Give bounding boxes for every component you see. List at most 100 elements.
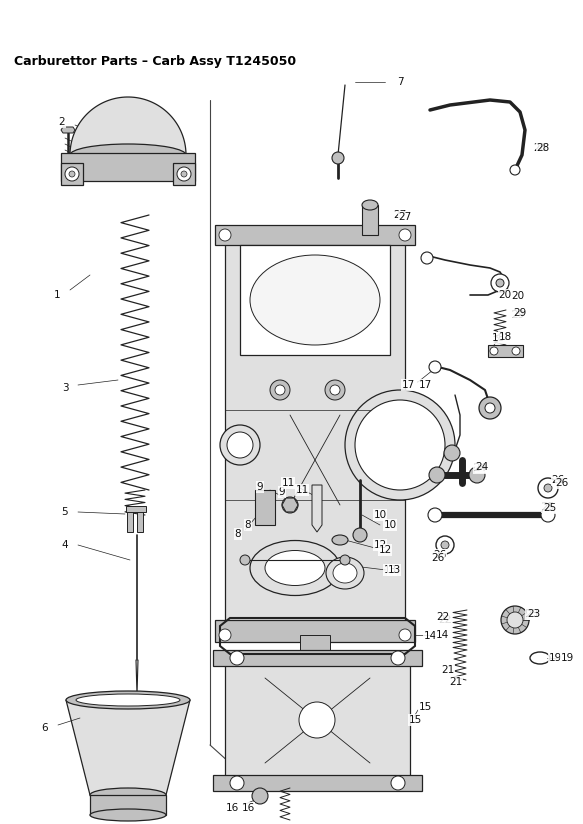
Circle shape — [491, 274, 509, 292]
Circle shape — [490, 347, 498, 355]
Circle shape — [485, 403, 495, 413]
Text: 10: 10 — [384, 520, 396, 530]
Text: 29: 29 — [511, 310, 525, 320]
Circle shape — [469, 467, 485, 483]
Circle shape — [391, 776, 405, 790]
Bar — [173, 163, 195, 185]
Text: 15: 15 — [419, 702, 431, 712]
Circle shape — [230, 776, 244, 790]
Text: 17: 17 — [401, 380, 415, 390]
Circle shape — [421, 252, 433, 264]
Bar — [255, 490, 275, 525]
Text: 13: 13 — [384, 565, 396, 575]
Text: 18: 18 — [498, 332, 512, 342]
Circle shape — [507, 612, 523, 628]
Bar — [61, 153, 195, 181]
Circle shape — [479, 397, 501, 419]
Bar — [90, 795, 166, 815]
Text: 22: 22 — [436, 612, 449, 622]
Bar — [215, 620, 415, 642]
Text: 14: 14 — [436, 630, 449, 640]
Text: 16: 16 — [241, 803, 255, 813]
Text: 25: 25 — [543, 503, 557, 513]
Text: 19: 19 — [549, 653, 561, 663]
Circle shape — [230, 651, 244, 665]
Bar — [215, 225, 415, 245]
Circle shape — [181, 171, 187, 177]
Polygon shape — [66, 700, 190, 795]
Bar — [362, 205, 378, 235]
Text: 29: 29 — [514, 308, 526, 318]
Circle shape — [325, 380, 345, 400]
Text: 21: 21 — [449, 677, 463, 687]
Circle shape — [282, 497, 298, 513]
Text: 22: 22 — [438, 615, 452, 625]
Text: 8: 8 — [235, 529, 241, 539]
Bar — [61, 163, 83, 185]
Circle shape — [496, 279, 504, 287]
Text: 12: 12 — [378, 545, 392, 555]
Text: 18: 18 — [491, 333, 505, 343]
Ellipse shape — [90, 809, 166, 821]
Text: 3: 3 — [62, 383, 68, 393]
Circle shape — [544, 484, 552, 492]
Circle shape — [275, 385, 285, 395]
Polygon shape — [61, 127, 75, 133]
Circle shape — [69, 171, 75, 177]
Text: 2: 2 — [59, 117, 65, 127]
Text: 10: 10 — [374, 510, 387, 520]
Circle shape — [429, 467, 445, 483]
Circle shape — [65, 167, 79, 181]
Polygon shape — [312, 485, 322, 532]
Text: 16: 16 — [226, 803, 238, 813]
Ellipse shape — [227, 432, 253, 458]
Circle shape — [510, 165, 520, 175]
Circle shape — [270, 380, 290, 400]
Ellipse shape — [345, 390, 455, 500]
Text: 4: 4 — [62, 540, 68, 550]
Circle shape — [428, 508, 442, 522]
Text: 26: 26 — [552, 475, 564, 485]
Ellipse shape — [332, 535, 348, 545]
Bar — [225, 235, 405, 635]
Ellipse shape — [250, 255, 380, 345]
Bar — [213, 650, 422, 666]
Text: Carburettor Parts – Carb Assy T1245050: Carburettor Parts – Carb Assy T1245050 — [14, 55, 296, 68]
Polygon shape — [70, 97, 186, 155]
Text: 24: 24 — [475, 462, 489, 472]
Text: 5: 5 — [62, 507, 68, 517]
Text: 14: 14 — [423, 631, 437, 641]
Text: 23: 23 — [528, 609, 540, 619]
Circle shape — [501, 606, 529, 634]
Circle shape — [240, 555, 250, 565]
Ellipse shape — [362, 200, 378, 210]
Circle shape — [441, 541, 449, 549]
Text: 26: 26 — [431, 553, 445, 563]
Circle shape — [219, 629, 231, 641]
Text: 28: 28 — [533, 143, 547, 153]
Bar — [126, 506, 146, 512]
Ellipse shape — [326, 557, 364, 589]
Text: 25: 25 — [542, 502, 554, 512]
Text: 1: 1 — [54, 290, 60, 300]
Ellipse shape — [333, 563, 357, 583]
Text: 11: 11 — [296, 485, 308, 495]
Circle shape — [353, 528, 367, 542]
Text: 27: 27 — [394, 210, 406, 220]
Ellipse shape — [355, 400, 445, 490]
Circle shape — [512, 347, 520, 355]
Ellipse shape — [220, 425, 260, 465]
Text: 9: 9 — [279, 487, 285, 497]
Ellipse shape — [250, 541, 340, 596]
Bar — [240, 245, 390, 355]
Text: 7: 7 — [396, 77, 403, 87]
Text: 23: 23 — [525, 609, 539, 619]
Text: 26: 26 — [556, 478, 568, 488]
Text: 15: 15 — [408, 715, 422, 725]
Text: 19: 19 — [560, 653, 574, 663]
Circle shape — [541, 508, 555, 522]
Bar — [225, 658, 410, 783]
Circle shape — [252, 788, 268, 804]
Circle shape — [332, 152, 344, 164]
Text: 21: 21 — [441, 665, 455, 675]
